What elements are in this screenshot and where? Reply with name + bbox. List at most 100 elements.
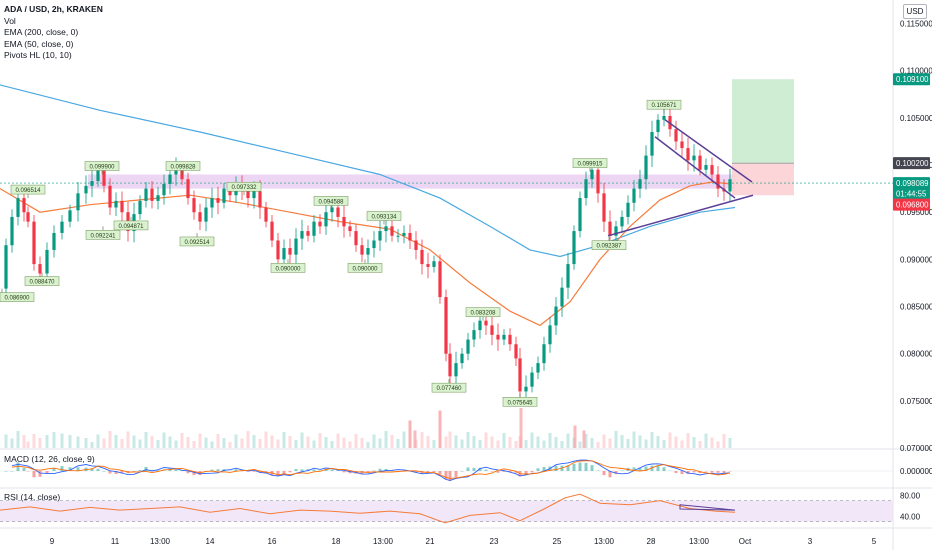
candle-body bbox=[16, 198, 19, 217]
candle-body bbox=[584, 179, 587, 198]
candle-body bbox=[472, 330, 475, 339]
macd-hist-bar bbox=[663, 467, 666, 471]
volume-bar bbox=[277, 440, 280, 449]
volume-bar bbox=[485, 433, 488, 449]
volume-bar bbox=[97, 435, 100, 449]
volume-bar bbox=[657, 436, 660, 448]
candle-body bbox=[52, 233, 55, 250]
pivot-label: 0.094588 bbox=[318, 199, 344, 205]
candle-body bbox=[514, 344, 517, 358]
volume-bar bbox=[603, 435, 606, 449]
candle-body bbox=[704, 165, 707, 170]
volume-bar bbox=[11, 439, 14, 449]
indicator-pivots[interactable]: Pivots HL (10, 10) bbox=[4, 50, 103, 62]
pivot-label: 0.093134 bbox=[371, 214, 397, 220]
volume-bar bbox=[609, 439, 612, 449]
volume-bar bbox=[561, 441, 564, 448]
pivot-label: 0.075645 bbox=[507, 400, 533, 406]
price-tick-label: 0.085000 bbox=[900, 303, 932, 312]
price-axis-tag-label: 0.098089 bbox=[896, 179, 929, 188]
volume-bar bbox=[729, 438, 732, 448]
candle-body bbox=[644, 156, 647, 180]
stop-loss-zone bbox=[732, 163, 794, 195]
volume-bar bbox=[597, 442, 600, 448]
candle-body bbox=[114, 201, 117, 208]
pivot-label: 0.094871 bbox=[118, 224, 144, 230]
candle-body bbox=[22, 198, 25, 212]
macd-label[interactable]: MACD (12, 26, close, 9) bbox=[4, 454, 95, 464]
macd-hist-bar bbox=[531, 471, 534, 472]
volume-bar bbox=[693, 437, 696, 448]
rsi-tick-label: 40.00 bbox=[900, 512, 921, 521]
candle-body bbox=[336, 207, 339, 216]
volume-bar bbox=[574, 426, 577, 449]
candle-body bbox=[198, 212, 201, 221]
indicator-vol[interactable]: Vol bbox=[4, 16, 103, 28]
pivot-label: 0.083208 bbox=[470, 311, 496, 317]
volume-bar bbox=[520, 408, 523, 448]
volume-bar bbox=[537, 437, 540, 449]
indicator-ema50[interactable]: EMA (50, close, 0) bbox=[4, 39, 103, 51]
pivot-label: 0.092387 bbox=[596, 244, 622, 250]
volume-bar bbox=[241, 439, 244, 449]
candle-body bbox=[632, 189, 635, 203]
volume-bar bbox=[157, 440, 160, 448]
volume-bar bbox=[271, 436, 274, 449]
volume-bar bbox=[253, 435, 256, 448]
volume-bar bbox=[525, 440, 528, 448]
volume-bar bbox=[449, 432, 452, 449]
volume-bar bbox=[133, 436, 136, 449]
price-tick-label: 0.075000 bbox=[900, 397, 932, 406]
volume-bar bbox=[473, 436, 476, 448]
volume-bar bbox=[77, 437, 80, 449]
currency-badge[interactable]: USD bbox=[903, 4, 927, 19]
volume-bar bbox=[583, 431, 586, 449]
volume-bar bbox=[633, 432, 636, 449]
macd-hist-bar bbox=[439, 471, 442, 474]
macd-hist-bar bbox=[331, 470, 334, 471]
symbol-title[interactable]: ADA / USD, 2h, KRAKEN bbox=[4, 4, 103, 16]
candle-body bbox=[572, 231, 575, 264]
volume-bar bbox=[151, 436, 154, 448]
volume-bar bbox=[5, 435, 8, 449]
volume-bar bbox=[247, 431, 250, 448]
pivot-label: 0.097332 bbox=[231, 185, 257, 191]
candle-body bbox=[4, 245, 7, 288]
volume-bar bbox=[307, 437, 310, 449]
volume-bar bbox=[455, 436, 458, 449]
candle-body bbox=[102, 170, 105, 186]
volume-bar bbox=[301, 433, 304, 449]
macd-hist-bar bbox=[39, 471, 42, 477]
candle-body bbox=[348, 226, 351, 231]
candle-body bbox=[438, 261, 441, 297]
candle-body bbox=[342, 217, 345, 226]
candle-body bbox=[590, 170, 593, 179]
candle-body bbox=[566, 264, 569, 288]
volume-bar bbox=[283, 432, 286, 448]
pivot-label: 0.090000 bbox=[352, 266, 378, 272]
volume-bar bbox=[121, 439, 124, 448]
volume-bar bbox=[211, 442, 214, 449]
candle-body bbox=[138, 201, 141, 214]
candle-body bbox=[372, 241, 375, 249]
volume-bar bbox=[229, 442, 232, 448]
price-tick-label: 0.090000 bbox=[900, 255, 932, 264]
macd-hist-bar bbox=[253, 471, 256, 472]
candle-body bbox=[524, 387, 527, 392]
volume-bar bbox=[217, 434, 220, 448]
macd-hist-bar bbox=[591, 465, 594, 471]
volume-bar bbox=[567, 434, 570, 449]
candle-body bbox=[294, 239, 297, 255]
macd-hist-bar bbox=[675, 471, 678, 473]
candle-body bbox=[490, 325, 493, 334]
candle-body bbox=[384, 226, 387, 231]
rsi-label[interactable]: RSI (14, close) bbox=[4, 492, 60, 502]
volume-bar bbox=[555, 437, 558, 448]
indicator-ema200[interactable]: EMA (200, close, 0) bbox=[4, 27, 103, 39]
volume-bar bbox=[711, 438, 714, 449]
candle-body bbox=[312, 222, 315, 236]
candle-body bbox=[26, 212, 29, 221]
candle-body bbox=[578, 198, 581, 231]
